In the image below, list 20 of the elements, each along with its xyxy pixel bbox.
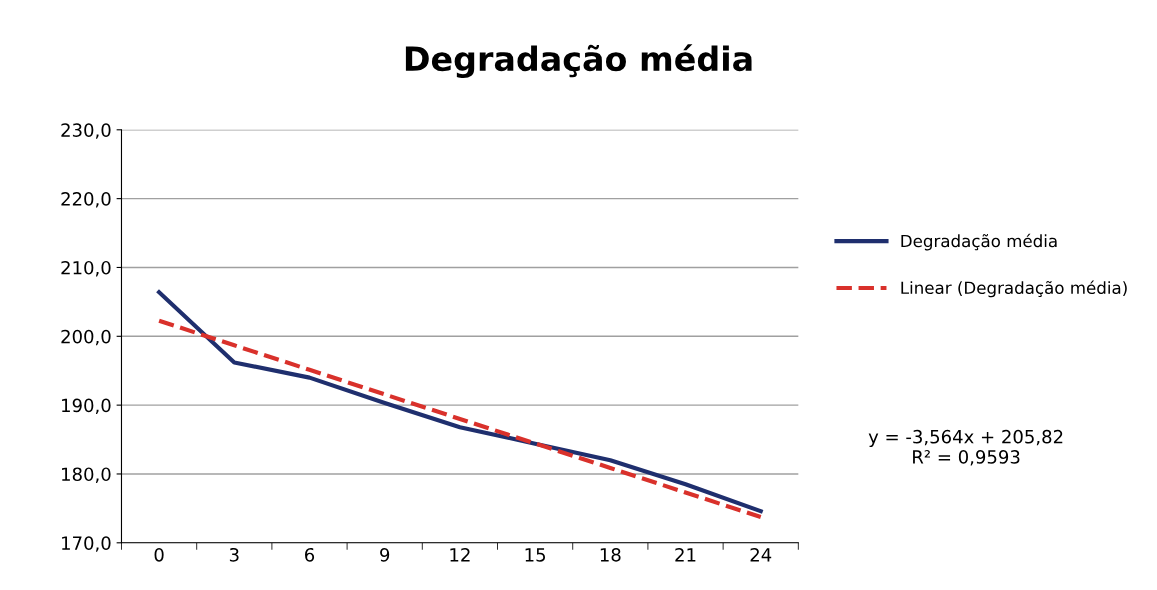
y-tick-label: 190,0 <box>62 398 111 415</box>
y-tick-label: 200,0 <box>61 329 111 346</box>
x-tick-label: 0 <box>154 547 164 562</box>
y-tick-label: 180,0 <box>62 467 111 483</box>
text: y = -3,564x + 205,82 R² = 0,9593 <box>868 429 1063 466</box>
x-tick-label: 15 <box>525 548 546 562</box>
x-tick-label: 21 <box>675 547 696 562</box>
x-tick-label: 9 <box>380 547 390 562</box>
x-tick-label: 6 <box>305 547 315 562</box>
x-tick-label: 3 <box>229 547 239 562</box>
y-tick-label: 170,0 <box>62 536 111 552</box>
y-tick-label: 220,0 <box>61 192 111 208</box>
y-tick-label: 210,0 <box>61 260 111 277</box>
x-tick-label: 24 <box>750 547 772 562</box>
legend-label: Linear (Degradação média) <box>901 280 1127 298</box>
x-tick-label: 18 <box>600 547 621 562</box>
chart-title: Degradação média <box>405 44 752 78</box>
x-tick-label: 12 <box>450 547 470 562</box>
y-tick-label: 230,0 <box>61 123 111 139</box>
legend-label: Degradação média <box>901 233 1057 251</box>
